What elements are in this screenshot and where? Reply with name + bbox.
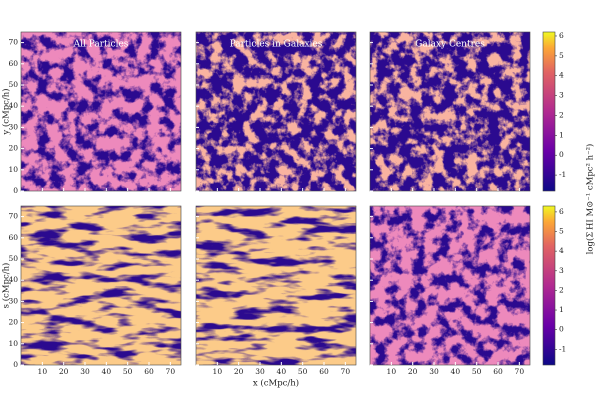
x-tick-label: 40 [277, 367, 287, 376]
panel-frame [369, 31, 531, 192]
y-tick-label: 0 [13, 186, 18, 195]
panel-frame [195, 205, 357, 366]
x-tick-label: 30 [255, 367, 265, 376]
x-tick-label: 10 [213, 367, 223, 376]
colorbar-tick-label: 1 [559, 130, 564, 139]
y-tick-label: 50 [8, 80, 18, 89]
y-tick-label: 10 [8, 339, 18, 348]
colorbar-tick-label: 4 [559, 246, 564, 255]
map-texture [370, 206, 530, 365]
colorbar-tick-label: -1 [559, 344, 566, 353]
x-tick-label: 20 [234, 367, 244, 376]
colorbar-tick-label: 6 [559, 31, 564, 40]
x-tick-label: 70 [515, 367, 525, 376]
colorbar-tick-label: 3 [559, 266, 564, 275]
x-tick-label: 40 [451, 367, 461, 376]
y-tick-label: 30 [8, 296, 18, 305]
x-tick-label: 60 [144, 367, 154, 376]
x-tick-label: 60 [493, 367, 503, 376]
colorbar-tick-label: 5 [559, 227, 564, 236]
colorbar-tick-label: -1 [559, 170, 566, 179]
colorbar-tick-label: 4 [559, 71, 564, 80]
map-texture [370, 32, 530, 191]
y-axis-label: y (cMpc/h) [1, 88, 12, 135]
y-tick-label: 40 [8, 101, 18, 110]
colorbar-tick-label: 3 [559, 91, 564, 100]
x-tick-label: 50 [123, 367, 133, 376]
map-texture [196, 206, 356, 365]
x-tick-label: 20 [408, 367, 418, 376]
colorbar-tick-label: 2 [559, 285, 564, 294]
colorbar-label: log(Σ HI M⊙⁻¹ cMpc² h⁻²) [585, 144, 596, 255]
x-tick-label: 70 [166, 367, 176, 376]
x-tick-label: 60 [319, 367, 329, 376]
x-axis-label: x (cMpc/h) [253, 378, 299, 389]
panel-frame [195, 31, 357, 192]
colorbar-tick-label: 6 [559, 207, 564, 216]
colorbar-tick-label: 0 [559, 150, 564, 159]
panel-title: Galaxy Centres [415, 40, 485, 50]
x-tick-label: 10 [387, 367, 397, 376]
map-texture [21, 206, 181, 365]
x-tick-label: 30 [80, 367, 90, 376]
x-tick-label: 50 [472, 367, 482, 376]
y-axis-label: s (cMpc/h) [1, 263, 12, 309]
x-tick-label: 30 [429, 367, 439, 376]
colorbar-tick-label: 1 [559, 305, 564, 314]
x-tick-label: 20 [59, 367, 69, 376]
colorbar [542, 31, 556, 192]
map-texture [21, 32, 181, 191]
y-tick-label: 70 [8, 38, 18, 47]
y-tick-label: 30 [8, 122, 18, 131]
y-tick-label: 40 [8, 275, 18, 284]
map-texture [196, 32, 356, 191]
y-tick-label: 50 [8, 254, 18, 263]
y-tick-label: 70 [8, 212, 18, 221]
colorbar-tick-label: 0 [559, 325, 564, 334]
panel-frame [20, 31, 182, 192]
colorbar-tick-label: 2 [559, 110, 564, 119]
panel-title: All Particles [73, 40, 129, 50]
x-tick-label: 10 [38, 367, 48, 376]
y-tick-label: 20 [8, 144, 18, 153]
y-tick-label: 0 [13, 360, 18, 369]
x-tick-label: 40 [102, 367, 112, 376]
y-tick-label: 60 [8, 59, 18, 68]
x-tick-label: 70 [341, 367, 351, 376]
colorbar-tick-label: 5 [559, 51, 564, 60]
panel-frame [369, 205, 531, 366]
y-tick-label: 10 [8, 165, 18, 174]
y-tick-label: 20 [8, 318, 18, 327]
panel-frame [20, 205, 182, 366]
x-tick-label: 50 [298, 367, 308, 376]
panel-title: Particles in Galaxies [230, 40, 323, 50]
y-tick-label: 60 [8, 233, 18, 242]
colorbar [542, 205, 556, 366]
